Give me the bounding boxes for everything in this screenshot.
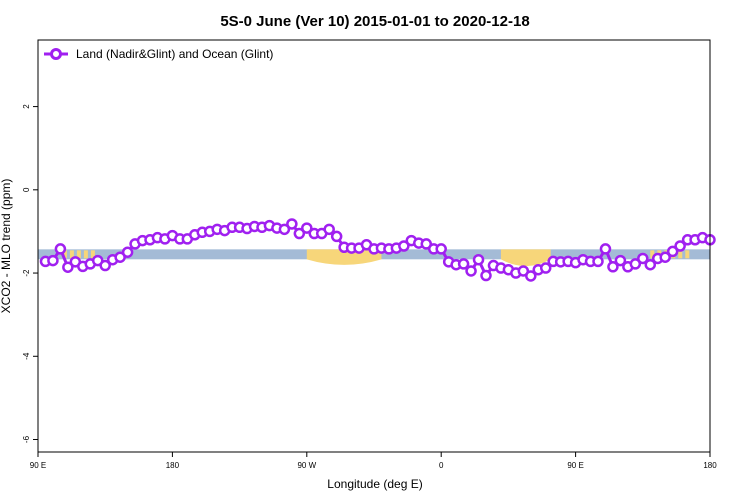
data-point: [278, 223, 291, 236]
x-tick-label: 90 E: [567, 461, 583, 470]
data-point: [114, 251, 126, 263]
x-tick-label: 90 E: [30, 461, 46, 470]
land-patch: [76, 250, 81, 259]
data-point: [54, 243, 67, 255]
data-point: [599, 243, 612, 255]
land-region-2: [500, 249, 551, 267]
data-point: [637, 252, 649, 265]
x-tick-label: 180: [166, 461, 180, 470]
data-point: [517, 265, 530, 277]
land-patch: [69, 250, 74, 259]
data-point: [480, 269, 492, 282]
data-point: [592, 255, 604, 268]
y-tick-label: -2: [22, 269, 31, 277]
data-point: [301, 222, 313, 234]
series-group: [39, 218, 716, 282]
land-patch: [678, 250, 683, 259]
x-tick-label: 90 W: [297, 461, 316, 470]
data-point: [121, 246, 134, 258]
data-point: [47, 254, 59, 267]
data-point: [674, 240, 686, 252]
y-tick-label: 0: [22, 187, 31, 192]
data-point: [666, 245, 679, 258]
y-axis-label: XCO2 - MLO trend (ppm): [0, 179, 13, 314]
y-tick-label: 2: [22, 104, 31, 109]
data-point: [465, 265, 477, 277]
land-patch: [83, 250, 88, 259]
data-point: [293, 227, 306, 240]
data-point: [99, 259, 111, 272]
plot-frame: [37, 39, 711, 453]
land-patch: [685, 250, 690, 259]
land-region-0: [62, 250, 95, 259]
data-point: [659, 251, 671, 263]
data-point: [607, 261, 619, 273]
data-point: [323, 223, 335, 236]
chart-title: 5S-0 June (Ver 10) 2015-01-01 to 2020-12…: [220, 13, 529, 30]
x-axis-label: Longitude (deg E): [327, 477, 422, 491]
legend: Land (Nadir&Glint) and Ocean (Glint): [44, 47, 273, 61]
land-region-1: [306, 249, 382, 265]
y-tick-label: -6: [22, 435, 31, 443]
axis-ticks: 90 E 180 90 W 0 90 E 180 2 0 -2 -4 -6: [22, 104, 717, 470]
land-patch: [650, 250, 655, 259]
data-point: [398, 240, 410, 252]
data-point: [525, 270, 537, 282]
data-point: [457, 258, 470, 270]
data-point: [614, 254, 627, 267]
legend-marker: [50, 48, 62, 60]
land-patch: [62, 250, 67, 259]
data-point: [420, 238, 433, 250]
data-point: [629, 258, 642, 270]
data-point: [539, 262, 552, 274]
data-point: [286, 218, 298, 230]
land-patch: [90, 250, 95, 259]
data-point: [330, 230, 343, 243]
x-tick-label: 180: [703, 461, 717, 470]
y-tick-label: -4: [22, 352, 31, 360]
data-point: [435, 243, 447, 255]
legend-entry-label: Land (Nadir&Glint) and Ocean (Glint): [76, 47, 273, 61]
data-point: [472, 253, 485, 266]
data-point: [644, 258, 657, 271]
x-tick-label: 0: [439, 461, 444, 470]
data-point: [62, 261, 74, 273]
data-point: [91, 254, 104, 267]
